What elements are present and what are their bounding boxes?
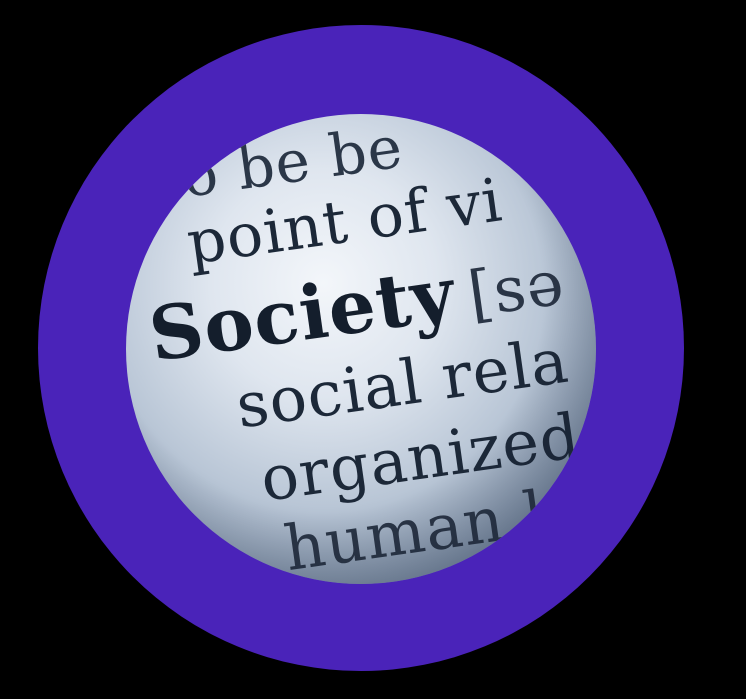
dictionary-text: to be be point of vi Society[sə social r… [126,114,596,584]
pronunciation-bracket: [sə [463,245,569,332]
magnified-dictionary-page: to be be point of vi Society[sə social r… [126,114,596,584]
